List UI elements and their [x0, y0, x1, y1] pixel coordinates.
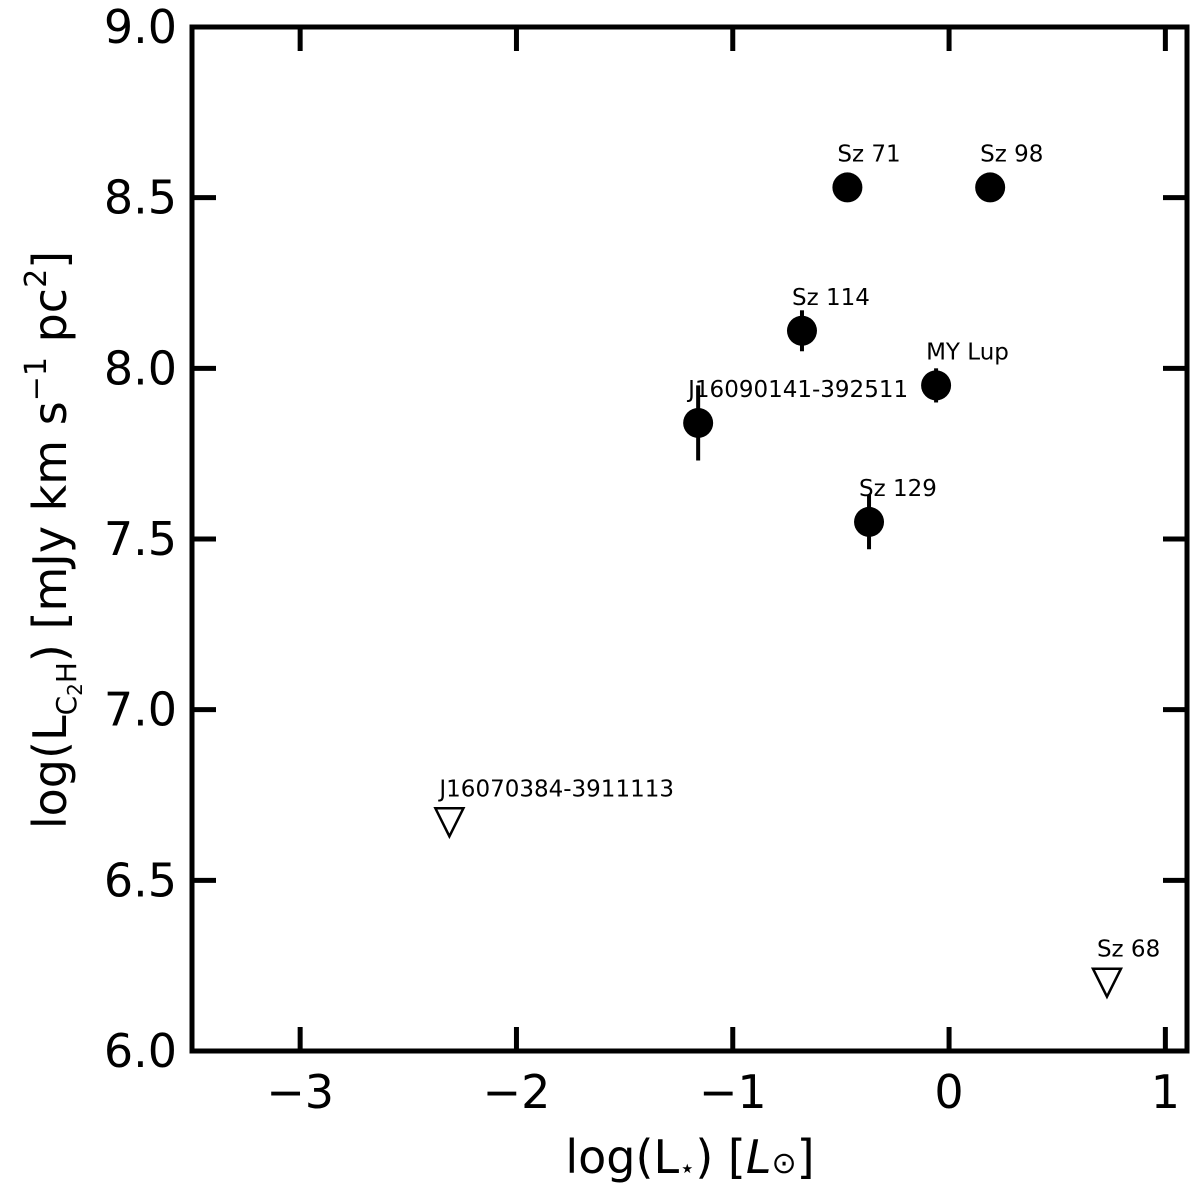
point-label: Sz 71 — [837, 141, 900, 167]
y-tick-label: 9.0 — [104, 0, 177, 54]
data-point — [921, 370, 952, 401]
upper-limit-point — [433, 807, 466, 840]
x-tick-label: 1 — [1151, 1065, 1180, 1119]
point-label: Sz 114 — [792, 285, 870, 311]
x-tick-label: 0 — [934, 1065, 963, 1119]
data-point — [832, 172, 863, 203]
ticks-layer: −3 −2 −1 0 1 6.0 6.5 7.0 7.5 8.0 8.5 9.0 — [104, 0, 1187, 1119]
y-tick-label: 8.5 — [104, 171, 177, 225]
data-point — [683, 407, 714, 438]
y-axis-title: log(LC2H) [mJy km s−1 pc2] — [19, 251, 87, 829]
data-point — [975, 172, 1006, 203]
point-label: J16090141-392511 — [686, 377, 908, 403]
x-tick-label: −2 — [483, 1065, 551, 1119]
point-label: MY Lup — [926, 339, 1009, 365]
point-label: Sz 98 — [980, 141, 1043, 167]
y-tick-label: 6.0 — [104, 1024, 177, 1078]
data-point — [854, 506, 885, 537]
point-label: Sz 129 — [859, 476, 937, 502]
point-label: Sz 68 — [1097, 937, 1160, 963]
point-label: J16070384-3911113 — [437, 776, 674, 802]
point-labels: Sz 71 Sz 98 Sz 114 MY Lup J16090141-392511 Sz… — [437, 141, 1160, 962]
y-tick-label: 8.0 — [104, 341, 177, 395]
y-tick-label: 6.5 — [104, 853, 177, 907]
data-point — [786, 315, 817, 346]
x-tick-label: −3 — [266, 1065, 334, 1119]
x-axis-title: log(L⋆) [L⊙] — [565, 1130, 814, 1184]
x-tick-label: −1 — [699, 1065, 767, 1119]
y-tick-label: 7.0 — [104, 683, 177, 737]
data-markers — [433, 172, 1123, 1000]
y-tick-label: 7.5 — [104, 512, 177, 566]
upper-limit-point — [1090, 967, 1123, 1000]
plot-frame — [189, 24, 1190, 1054]
